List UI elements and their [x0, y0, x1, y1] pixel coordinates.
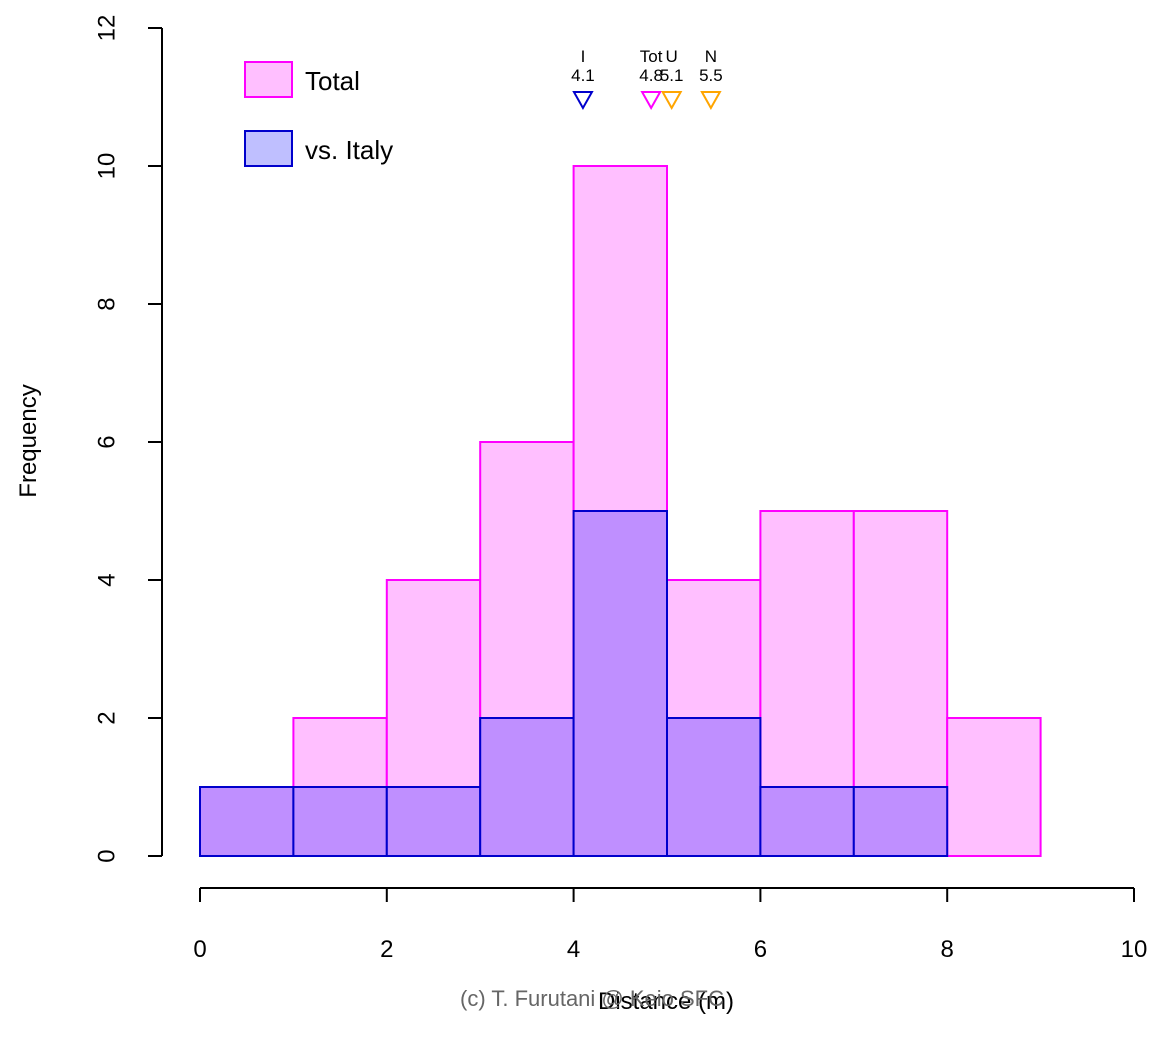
bar-italy	[479, 717, 575, 857]
bar-italy	[199, 786, 295, 857]
credit-text: (c) T. Furutani @ Keio SFC	[460, 986, 724, 1011]
mean-marker-name: N	[705, 47, 717, 66]
mean-marker-triangle	[572, 91, 594, 111]
italy-bars	[199, 510, 949, 857]
legend-label-total: Total	[305, 66, 360, 96]
x-tick-label: 8	[941, 936, 954, 963]
mean-marker-name: Tot	[640, 47, 663, 66]
mean-marker-value: 5.5	[699, 66, 723, 85]
mean-marker-value: 4.8	[639, 66, 663, 85]
y-tick-label: 4	[93, 573, 120, 586]
bar-italy	[385, 786, 482, 857]
x-axis: 0 2 4 6 8 10	[193, 887, 1148, 963]
bar-italy	[852, 786, 949, 857]
mean-marker-value: 4.1	[571, 66, 595, 85]
x-tick-label: 6	[754, 936, 767, 963]
y-tick-label: 2	[93, 711, 120, 724]
bar-italy	[292, 786, 388, 857]
mean-marker-triangle	[700, 91, 722, 111]
mean-marker-triangle	[660, 91, 683, 111]
y-tick-label: 10	[93, 153, 120, 180]
legend: Total vs. Italy	[244, 61, 393, 167]
mean-marker-triangle	[640, 91, 662, 111]
legend-swatch-italy	[244, 130, 293, 167]
mean-marker-name: I	[581, 47, 586, 66]
bar-italy	[572, 510, 668, 857]
bar-italy	[666, 717, 762, 857]
mean-marker-value: 5.1	[660, 66, 684, 85]
x-tick-label: 10	[1121, 936, 1148, 963]
x-axis-title: Distance (m)	[598, 988, 734, 1015]
bar-italy	[759, 786, 855, 857]
y-tick-label: 12	[93, 15, 120, 42]
mean-marker-name: U	[666, 47, 678, 66]
legend-swatch-total	[244, 61, 293, 98]
y-axis-title: Frequency	[15, 384, 42, 497]
y-tick-label: 6	[93, 435, 120, 448]
bar-total	[946, 717, 1042, 857]
y-tick-label: 8	[93, 297, 120, 310]
legend-label-italy: vs. Italy	[305, 135, 393, 165]
x-tick-label: 0	[193, 936, 206, 963]
x-tick-label: 4	[567, 936, 580, 963]
y-axis: 0 2 4 6 8 10 12	[93, 15, 163, 863]
y-tick-label: 0	[93, 849, 120, 862]
x-tick-label: 2	[380, 936, 393, 963]
